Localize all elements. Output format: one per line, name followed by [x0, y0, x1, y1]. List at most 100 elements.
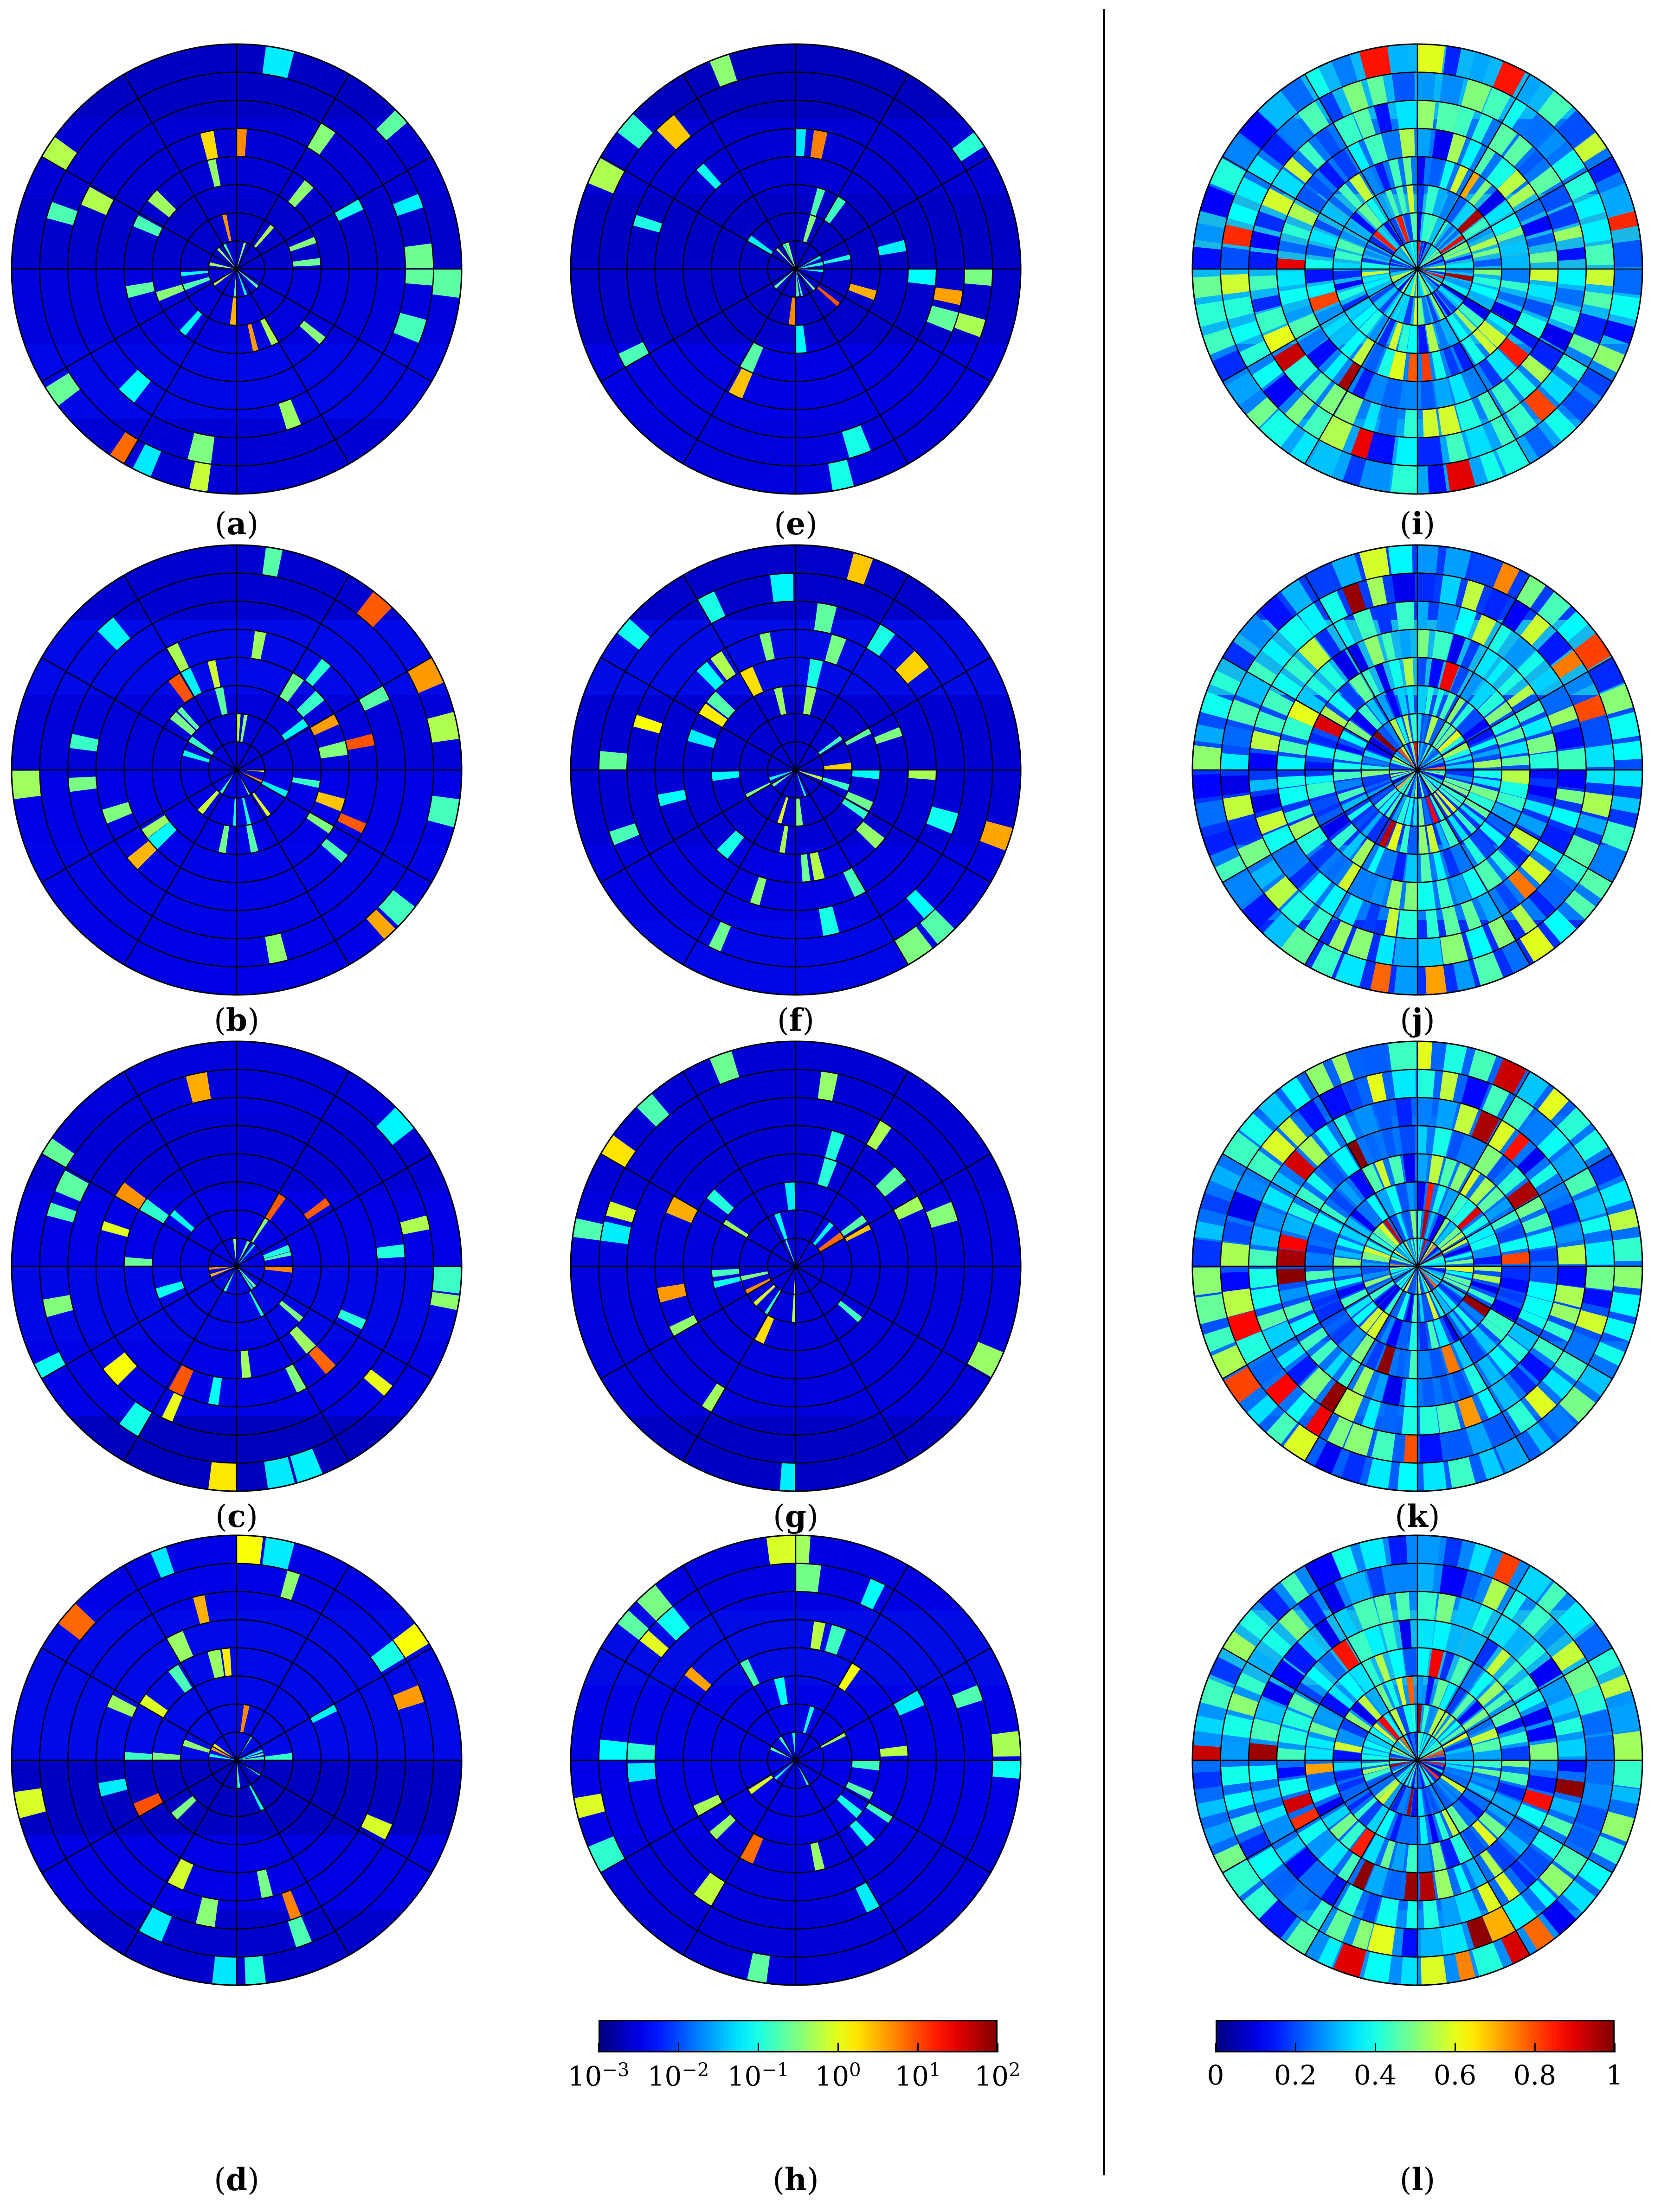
- heatmap-cell: [1463, 1788, 1491, 1808]
- heatmap-cell: [1501, 269, 1530, 284]
- heatmap-cell: [1314, 303, 1345, 326]
- heatmap-cell: [1247, 1394, 1278, 1425]
- heatmap-cell: [895, 650, 929, 684]
- heatmap-cell: [1537, 630, 1572, 666]
- heatmap-cell: [1391, 573, 1416, 603]
- heatmap-cell: [1417, 258, 1445, 269]
- panel-label-c: (c): [215, 1498, 258, 1534]
- heatmap-cell: [669, 1314, 698, 1337]
- polar-panel-d: [11, 1534, 463, 1986]
- heatmap-cell: [1395, 100, 1416, 130]
- heatmap-cell: [1490, 1210, 1519, 1231]
- heatmap-cell: [796, 269, 803, 297]
- heatmap-cell: [823, 254, 851, 264]
- heatmap-cell: [1352, 1366, 1375, 1397]
- heatmap-cell: [168, 673, 193, 703]
- heatmap-cell: [1580, 218, 1612, 244]
- heatmap-cell: [1429, 293, 1446, 321]
- heatmap-cell: [1526, 1422, 1555, 1454]
- heatmap-cell: [1469, 1234, 1499, 1251]
- heatmap-cell: [1442, 781, 1470, 796]
- grid-spoke: [795, 1759, 991, 1873]
- grid-spoke: [795, 1153, 991, 1267]
- heatmap-cell: [1425, 295, 1439, 323]
- heatmap-cell: [846, 552, 873, 585]
- heatmap-cell: [1249, 251, 1278, 269]
- grid-spoke: [795, 156, 991, 270]
- heatmap-cell: [125, 282, 155, 298]
- heatmap-cell: [967, 1341, 1004, 1378]
- heatmap-cell: [779, 1462, 796, 1491]
- grid-spoke: [1304, 1760, 1418, 1956]
- heatmap-cell: [1211, 1345, 1247, 1379]
- heatmap-cell: [197, 790, 220, 815]
- heatmap-cell: [1261, 689, 1294, 716]
- heatmap-cell: [1396, 1292, 1410, 1321]
- heatmap-cell: [232, 798, 237, 827]
- heatmap-cell: [920, 909, 955, 944]
- heatmap-cell: [1473, 258, 1502, 267]
- heatmap-cell: [1417, 1246, 1440, 1266]
- heatmap-cell: [1610, 795, 1641, 814]
- heatmap-cell: [1363, 635, 1385, 666]
- heatmap-cell: [1462, 1294, 1491, 1317]
- heatmap-cell: [1448, 1311, 1469, 1337]
- heatmap-cell: [1301, 872, 1332, 904]
- heatmap-cell: [1567, 333, 1600, 359]
- heatmap-cell: [1371, 1372, 1389, 1402]
- grid-spoke: [123, 575, 238, 770]
- heatmap-cell: [1406, 1239, 1417, 1266]
- polar-border: [1191, 544, 1643, 996]
- heatmap-cell: [1425, 323, 1440, 353]
- heatmap-cell: [1374, 788, 1398, 810]
- colorbar-tick-mark: [678, 2043, 679, 2052]
- heatmap-cell: [1373, 1594, 1394, 1625]
- heatmap-cell: [1257, 1804, 1288, 1825]
- heatmap-cell: [1340, 1289, 1369, 1308]
- heatmap-cell: [1471, 1604, 1494, 1635]
- heatmap-cell: [102, 801, 133, 824]
- heatmap-cell: [1391, 795, 1407, 822]
- heatmap-cell: [1339, 1782, 1369, 1802]
- heatmap-cell: [1528, 889, 1557, 918]
- heatmap-cell: [264, 1251, 292, 1261]
- heatmap-cell: [740, 1834, 764, 1865]
- grid-spoke: [236, 74, 350, 269]
- heatmap-cell: [240, 1704, 250, 1733]
- heatmap-cell: [1417, 1760, 1445, 1770]
- heatmap-cell: [1461, 900, 1482, 931]
- heatmap-cell: [785, 242, 796, 269]
- heatmap-cell: [1445, 1753, 1474, 1760]
- heatmap-cell: [12, 770, 42, 800]
- heatmap-cell: [1340, 793, 1369, 812]
- heatmap-cell: [844, 1224, 872, 1242]
- heatmap-cell: [818, 736, 843, 755]
- heatmap-cell: [1428, 1814, 1440, 1843]
- heatmap-cell: [97, 1778, 128, 1797]
- polar-grid-i: [1191, 43, 1643, 495]
- heatmap-cell: [1417, 1069, 1436, 1098]
- heatmap-cell: [1406, 242, 1417, 269]
- heatmap-cell: [1445, 272, 1474, 282]
- heatmap-cell: [1331, 1053, 1354, 1084]
- heatmap-cell: [1429, 1290, 1446, 1317]
- heatmap-cell: [1297, 1099, 1328, 1133]
- heatmap-cell: [1542, 1814, 1574, 1838]
- heatmap-cell: [1369, 1281, 1395, 1301]
- heatmap-cell: [1417, 1760, 1437, 1782]
- heatmap-cell: [1459, 171, 1480, 199]
- heatmap-cell: [803, 686, 817, 716]
- heatmap-cell: [697, 590, 726, 624]
- heatmap-cell: [1236, 1331, 1271, 1365]
- heatmap-cell: [1417, 742, 1425, 770]
- heatmap-cell: [1255, 810, 1288, 835]
- heatmap-cell: [1431, 350, 1447, 380]
- heatmap-cell: [1306, 743, 1336, 759]
- heatmap-cell: [1417, 1753, 1445, 1760]
- heatmap-cell: [1308, 1721, 1339, 1738]
- heatmap-cell: [745, 1278, 772, 1295]
- heatmap-cell: [1460, 1333, 1486, 1364]
- grid-spoke: [600, 769, 796, 883]
- heatmap-cell: [1526, 1724, 1557, 1743]
- heatmap-cell: [1235, 1173, 1269, 1202]
